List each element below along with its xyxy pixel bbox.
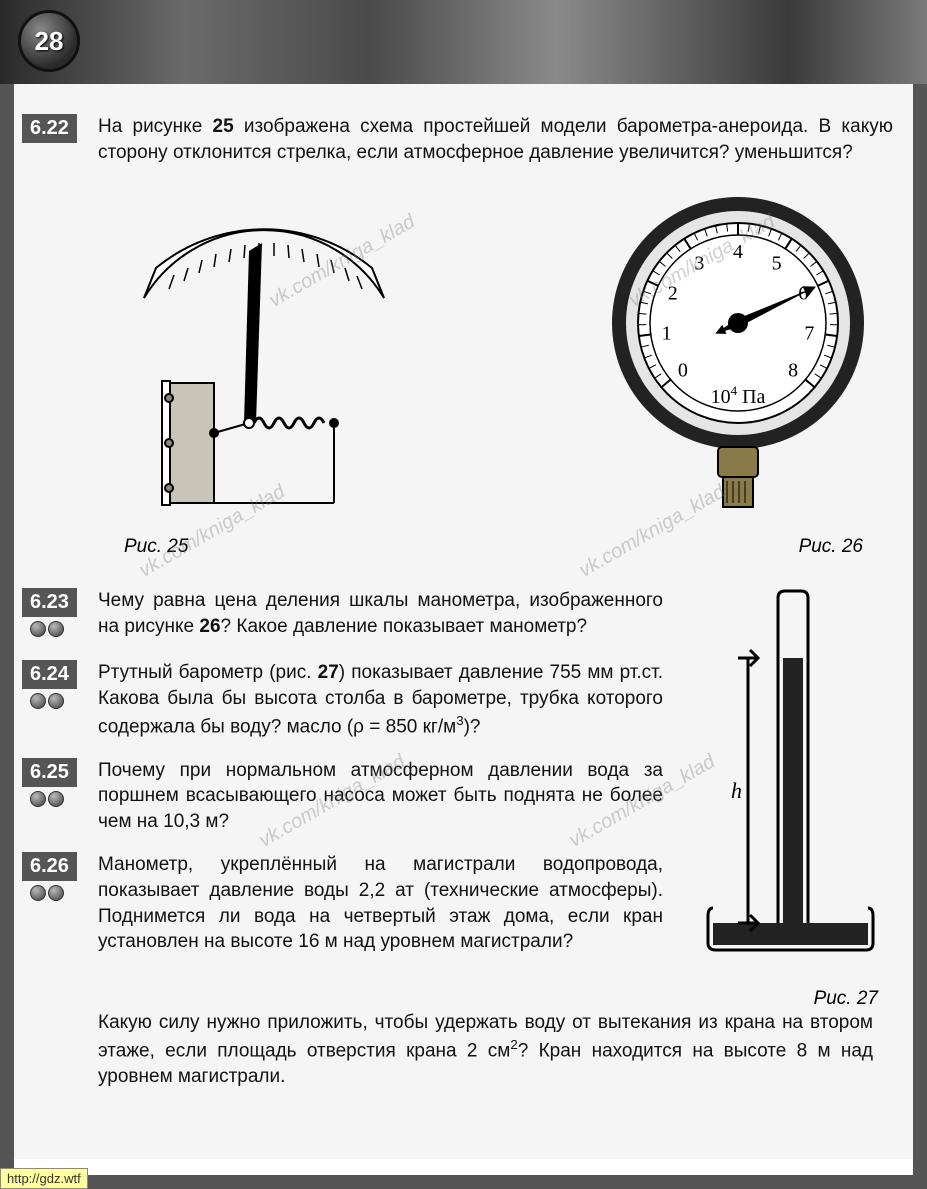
problem-label: 6.22 — [22, 114, 77, 143]
footer-source-link[interactable]: http://gdz.wtf — [0, 1168, 88, 1189]
problem-6-25: 6.25 Почему при нормальном атмосферном д… — [14, 758, 683, 835]
header-banner — [0, 0, 927, 84]
page-number: 28 — [35, 26, 64, 57]
svg-text:5: 5 — [772, 253, 782, 275]
problem-6-23: 6.23 Чему равна цена деления шкалы маном… — [14, 588, 683, 642]
figure-caption: Рис. 26 — [603, 536, 873, 558]
figure-26: 012345678 104 Па Рис. 26 — [603, 183, 873, 558]
svg-text:4: 4 — [733, 241, 743, 263]
label-col: 6.22 — [14, 114, 98, 165]
problem-6-26-top: 6.26 Манометр, укреплённый на магистрали… — [14, 852, 683, 955]
problem-text: Ртутный барометр (рис. 27) показывает да… — [98, 660, 683, 739]
svg-text:8: 8 — [788, 360, 798, 382]
svg-text:2: 2 — [668, 283, 678, 305]
difficulty-dots — [22, 693, 98, 714]
problem-6-26-bottom: Какую силу нужно приложить, чтобы удержа… — [14, 1010, 913, 1089]
figure-caption: Рис. 27 — [683, 988, 903, 1010]
page-number-badge: 28 — [18, 10, 80, 72]
problem-6-22: 6.22 На рисунке 25 изображена схема прос… — [14, 114, 913, 165]
page-content: 6.22 На рисунке 25 изображена схема прос… — [14, 84, 913, 1159]
manometer-gauge: 012345678 104 Па — [603, 183, 873, 523]
fig-ref: 27 — [318, 662, 339, 683]
figure-25: Рис. 25 — [114, 203, 414, 558]
problem-label: 6.23 — [22, 588, 77, 617]
problem-text: Чему равна цена деления шкалы манометра,… — [98, 588, 683, 642]
barometer-aneroid-diagram — [114, 203, 414, 523]
figure-caption: Рис. 25 — [114, 536, 414, 558]
problem-text: На рисунке 25 изображена схема простейше… — [98, 114, 913, 165]
height-label: h — [731, 778, 742, 803]
svg-text:0: 0 — [678, 360, 688, 382]
problem-text-continued: Какую силу нужно приложить, чтобы удержа… — [98, 1010, 913, 1089]
svg-text:104 Па: 104 Па — [711, 383, 766, 408]
problem-label: 6.24 — [22, 660, 77, 689]
difficulty-dots — [22, 791, 98, 812]
fig-ref: 26 — [199, 616, 220, 637]
problem-text: Манометр, укреплённый на магистрали водо… — [98, 852, 683, 955]
difficulty-dots — [22, 621, 98, 642]
svg-text:7: 7 — [804, 323, 814, 345]
problem-label: 6.26 — [22, 852, 77, 881]
problem-6-24: 6.24 Ртутный барометр (рис. 27) показыва… — [14, 660, 683, 739]
difficulty-dots — [22, 885, 98, 906]
mercury-barometer-diagram: h — [683, 588, 893, 968]
figure-27-column: h Рис. 27 — [683, 588, 913, 1010]
svg-text:1: 1 — [662, 323, 672, 345]
problem-text: Почему при нормальном атмосферном давлен… — [98, 758, 683, 835]
fig-ref: 25 — [213, 116, 234, 137]
svg-text:3: 3 — [694, 253, 704, 275]
problem-label: 6.25 — [22, 758, 77, 787]
figures-row-25-26: Рис. 25 012345678 104 Па Рис. 26 — [114, 183, 913, 558]
